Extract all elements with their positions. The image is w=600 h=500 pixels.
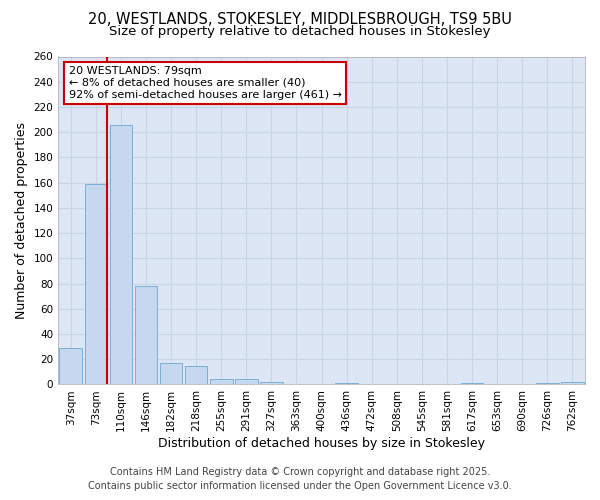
X-axis label: Distribution of detached houses by size in Stokesley: Distribution of detached houses by size … bbox=[158, 437, 485, 450]
Bar bbox=[134, 286, 157, 384]
Y-axis label: Number of detached properties: Number of detached properties bbox=[15, 122, 28, 319]
Bar bbox=[461, 383, 484, 384]
Bar bbox=[85, 184, 107, 384]
Bar bbox=[110, 124, 132, 384]
Text: 20, WESTLANDS, STOKESLEY, MIDDLESBROUGH, TS9 5BU: 20, WESTLANDS, STOKESLEY, MIDDLESBROUGH,… bbox=[88, 12, 512, 28]
Bar bbox=[185, 366, 208, 384]
Text: 20 WESTLANDS: 79sqm
← 8% of detached houses are smaller (40)
92% of semi-detache: 20 WESTLANDS: 79sqm ← 8% of detached hou… bbox=[69, 66, 342, 100]
Bar bbox=[210, 380, 233, 384]
Text: Size of property relative to detached houses in Stokesley: Size of property relative to detached ho… bbox=[109, 25, 491, 38]
Bar bbox=[561, 382, 584, 384]
Bar bbox=[335, 383, 358, 384]
Text: Contains HM Land Registry data © Crown copyright and database right 2025.
Contai: Contains HM Land Registry data © Crown c… bbox=[88, 467, 512, 491]
Bar bbox=[160, 363, 182, 384]
Bar bbox=[536, 383, 559, 384]
Bar bbox=[260, 382, 283, 384]
Bar bbox=[235, 380, 257, 384]
Bar bbox=[59, 348, 82, 385]
